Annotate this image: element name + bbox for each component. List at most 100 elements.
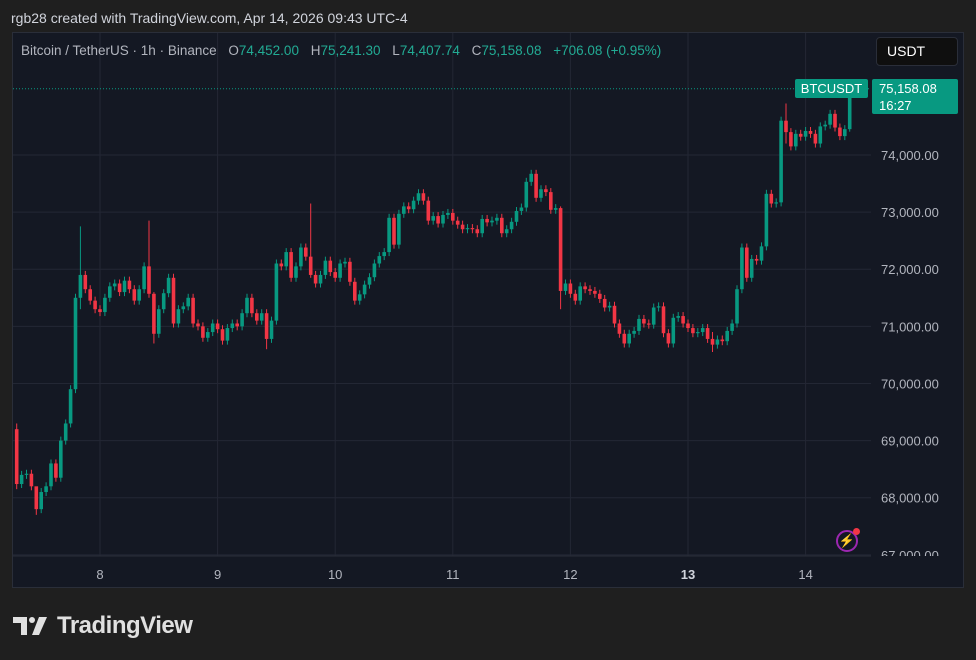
close-label: C [471,43,482,58]
candle-body [607,305,612,308]
candle-body [137,289,141,301]
candle-body [642,318,646,324]
candle-body [798,133,803,137]
x-tick-label: 14 [798,567,812,582]
candle-body [421,193,426,201]
candle-body [715,339,720,345]
candle-body [318,274,323,284]
y-tick-label: 72,000.00 [881,262,939,277]
candle-body [152,293,156,334]
candle-body [460,224,465,230]
candle-body [504,229,509,234]
candle-body [127,280,132,290]
last-price-value: 75,158.08 [879,81,937,96]
candle-body [725,330,729,342]
candle-body [681,316,685,324]
candle-body [691,328,695,334]
candle-body [740,247,744,290]
candle-body [529,173,533,182]
candle-body [558,208,563,291]
candle-body [387,217,391,253]
candle-body [451,212,455,221]
y-tick-label: 74,000.00 [881,148,939,163]
candle-body [828,113,832,125]
candle-body [573,293,578,301]
open-label: O [228,43,239,58]
candle-body [157,309,161,334]
candle-body [117,283,122,293]
candle-body [397,213,401,245]
chart-credit: rgb28 created with TradingView.com, Apr … [11,10,408,26]
candle-body [754,258,759,261]
candle-body [68,389,73,424]
candle-body [362,284,367,295]
candle-body [833,113,837,128]
candle-body [700,328,705,333]
candle-body [818,126,823,144]
candle-body [509,221,514,230]
lightning-bolt-icon[interactable]: ⚡ [836,528,860,552]
candle-body [764,193,769,247]
symbol-description[interactable]: Bitcoin / TetherUS · 1h · Binance [21,43,217,58]
candle-body [823,124,827,127]
open-value: 74,452.00 [238,43,299,58]
candle-body [480,218,484,234]
candle-body [720,339,725,342]
candlestick-chart[interactable]: 67,000.0068,000.0069,000.0070,000.0071,0… [13,33,964,588]
candle-body [323,260,328,275]
candle-body [191,297,195,324]
low-label: L [392,43,400,58]
notification-dot [853,528,860,535]
candle-body [622,333,627,344]
candle-body [656,306,661,308]
candle-body [617,323,622,334]
candle-body [598,293,602,299]
y-tick-label: 69,000.00 [881,434,939,449]
candle-body [39,492,43,510]
candle-body [372,263,377,278]
candle-body [392,217,396,245]
high-value: 75,241.30 [320,43,381,58]
candle-body [108,286,112,298]
candle-body [29,473,34,487]
candle-body [59,440,63,478]
candle-body [250,297,254,314]
currency-button[interactable]: USDT [876,37,958,66]
candle-body [651,307,656,325]
candle-body [225,328,230,341]
candle-body [132,289,137,301]
candle-body [847,88,852,130]
candle-body [210,323,215,333]
candle-body [578,286,582,301]
candle-body [348,261,352,282]
candle-body [19,474,24,485]
candle-body [54,463,58,478]
candle-body [593,290,597,294]
candle-body [220,329,225,341]
chart-panel[interactable]: 67,000.00 68,000.00 69,000.00 70,000.00 71,0… [12,32,964,588]
candle-body [14,429,19,485]
candle-body [759,246,764,261]
candle-body [710,338,715,345]
candle-body [794,133,798,147]
candle-body [142,266,146,290]
candle-body [284,252,288,267]
candle-body [274,263,279,321]
candle-body [93,300,97,310]
candle-body [171,277,176,324]
y-tick-label: 71,000.00 [881,319,939,334]
candle-body [779,120,783,203]
candle-body [549,192,553,210]
candle-body [304,247,308,257]
candle-body [813,133,818,144]
candle-body [122,280,127,293]
x-tick-label: 11 [446,567,460,582]
candle-body [735,289,739,324]
candle-body [514,210,519,222]
candle-body [294,266,298,278]
candle-body [843,129,847,137]
candle-body [367,277,372,285]
candle-body [49,463,53,487]
candle-body [264,313,269,339]
candle-body [568,283,573,294]
